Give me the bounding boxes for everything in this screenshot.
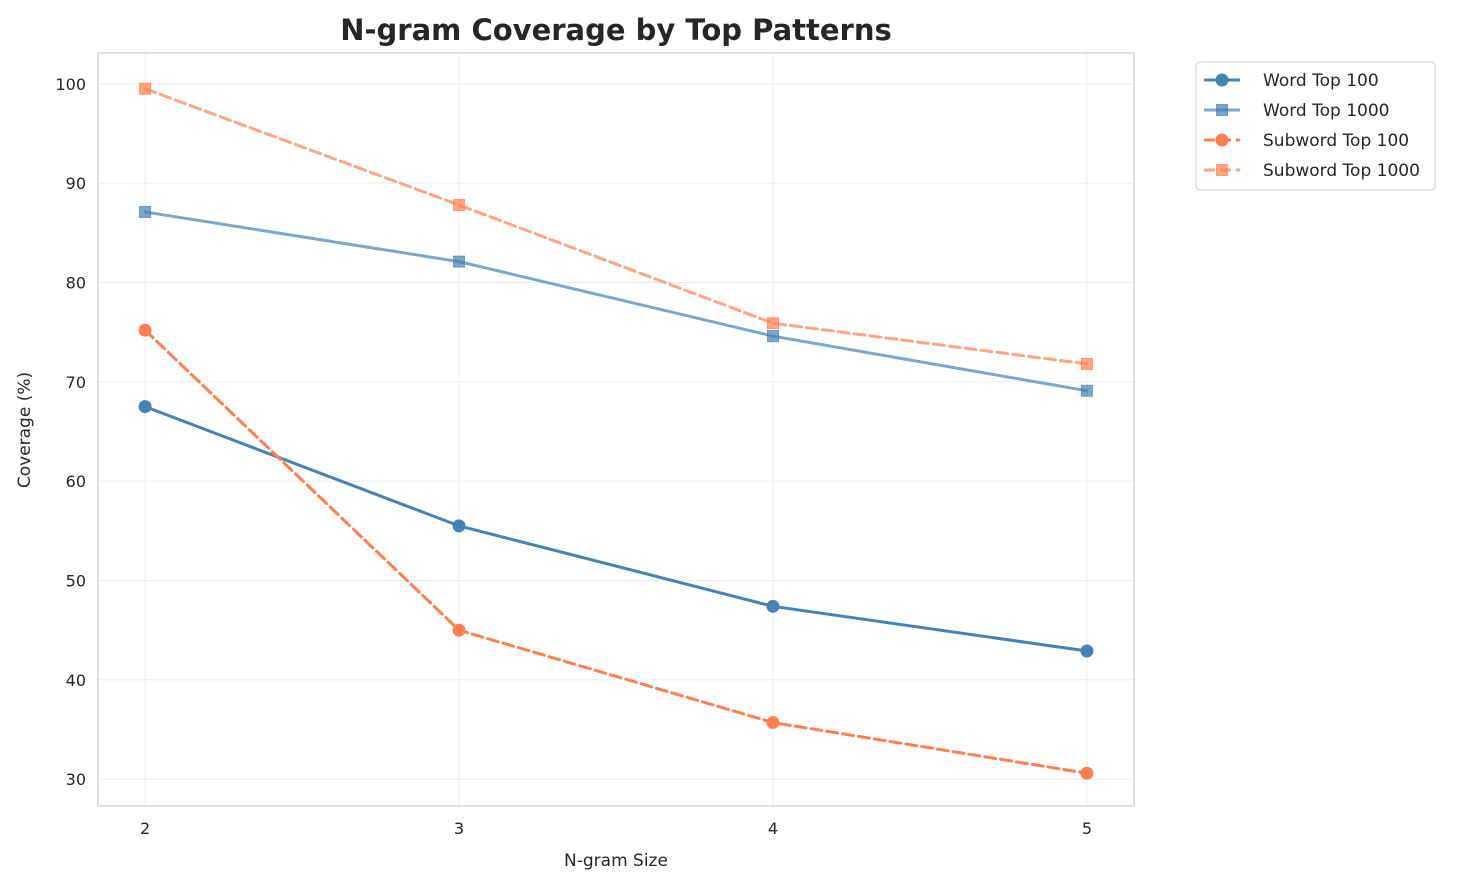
grid xyxy=(98,53,1134,806)
y-axis-label: Coverage (%) xyxy=(15,372,35,488)
series-word-top-1000 xyxy=(139,205,1093,397)
y-tick-label: 80 xyxy=(66,273,86,292)
y-tick-label: 100 xyxy=(55,75,86,94)
y-tick-label: 30 xyxy=(66,770,86,789)
legend-entry: Word Top 1000 xyxy=(1204,101,1389,121)
data-point xyxy=(452,623,466,637)
data-point xyxy=(139,205,152,218)
series-line xyxy=(143,405,1089,653)
y-tick-label: 50 xyxy=(66,571,86,590)
series-line xyxy=(143,210,1089,393)
y-tick-label: 60 xyxy=(66,472,86,491)
data-point xyxy=(766,716,780,730)
data-point xyxy=(1080,384,1093,397)
series-lines xyxy=(138,82,1094,780)
legend-label: Subword Top 1000 xyxy=(1263,161,1420,181)
legend-marker xyxy=(1215,73,1229,87)
data-point xyxy=(453,255,466,268)
y-tick-label: 70 xyxy=(66,373,86,392)
data-point xyxy=(139,82,152,95)
legend: Word Top 100 Word Top 1000 Subword Top 100… xyxy=(1195,61,1436,191)
data-point xyxy=(1080,644,1094,658)
series-subword-top-100 xyxy=(138,323,1094,780)
series-line xyxy=(143,328,1089,775)
data-point xyxy=(766,599,780,613)
legend-label: Subword Top 100 xyxy=(1263,131,1409,151)
data-point xyxy=(1080,357,1093,370)
chart-title: N-gram Coverage by Top Patterns xyxy=(340,13,892,47)
legend-marker xyxy=(1215,133,1229,147)
x-tick-label: 4 xyxy=(768,819,778,838)
legend-frame xyxy=(1195,61,1436,191)
legend-label: Word Top 100 xyxy=(1263,71,1379,91)
y-tick-label: 40 xyxy=(66,671,86,690)
data-point xyxy=(138,400,152,414)
data-point xyxy=(766,317,779,330)
data-point xyxy=(452,519,466,533)
legend-entry: Subword Top 1000 xyxy=(1204,161,1420,181)
x-tick-label: 3 xyxy=(454,819,464,838)
legend-marker xyxy=(1216,104,1228,116)
plot-frame xyxy=(97,52,1135,807)
data-point xyxy=(453,198,466,211)
series-subword-top-1000 xyxy=(139,82,1093,370)
x-tick-label: 2 xyxy=(140,819,150,838)
data-point xyxy=(138,323,152,337)
x-ticks: 2 3 4 5 xyxy=(140,819,1092,838)
legend-entry: Word Top 100 xyxy=(1204,71,1379,91)
legend-entry: Subword Top 100 xyxy=(1204,131,1409,151)
data-point xyxy=(1080,766,1094,780)
y-ticks: 30 40 50 60 70 80 90 100 xyxy=(55,75,86,789)
legend-label: Word Top 1000 xyxy=(1263,101,1389,121)
series-line xyxy=(143,87,1089,366)
data-point xyxy=(766,330,779,343)
y-tick-label: 90 xyxy=(66,174,86,193)
series-word-top-100 xyxy=(138,400,1094,658)
legend-marker xyxy=(1216,164,1228,176)
x-axis-label: N-gram Size xyxy=(564,851,668,871)
x-tick-label: 5 xyxy=(1082,819,1092,838)
